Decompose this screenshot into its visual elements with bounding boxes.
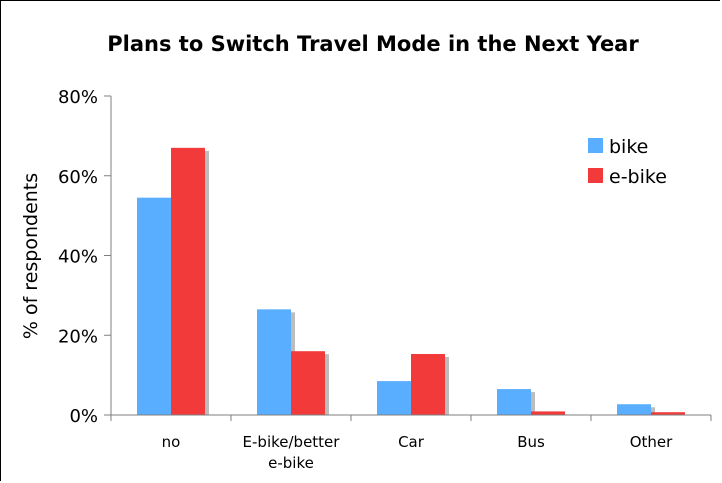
bar-e-bike-2 xyxy=(411,353,445,415)
y-tick-label: 80% xyxy=(58,87,98,108)
x-ticks: no E-bike/better e-bike Car Bus Other xyxy=(110,415,712,472)
bar-e-bike-0 xyxy=(171,147,205,415)
x-tick-label: Other xyxy=(630,433,673,451)
legend: bike e-bike xyxy=(588,136,667,188)
x-tick-label: Bus xyxy=(517,433,545,451)
bar-bike-1 xyxy=(257,309,291,415)
y-tick-label: 0% xyxy=(69,406,98,427)
bar-bike-3 xyxy=(497,389,531,415)
bar-shadows xyxy=(141,150,655,415)
bar-bike-0 xyxy=(137,197,171,415)
x-tick-label: e-bike xyxy=(268,454,314,472)
x-tick-label: no xyxy=(162,433,181,451)
chart-title: Plans to Switch Travel Mode in the Next … xyxy=(107,32,639,56)
legend-swatch-bike xyxy=(588,138,603,153)
bar-e-bike-1 xyxy=(291,351,325,415)
legend-label-bike: bike xyxy=(609,136,648,158)
x-tick-label: E-bike/better xyxy=(243,433,341,451)
bar-bike-2 xyxy=(377,381,411,415)
bar-bike-4 xyxy=(617,404,651,415)
legend-label-e-bike: e-bike xyxy=(609,166,667,188)
bar-e-bike-4 xyxy=(651,412,685,415)
bar-e-bike-3 xyxy=(531,411,565,415)
y-ticks: 0% 20% 40% 60% 80% xyxy=(58,87,111,427)
y-tick-label: 60% xyxy=(58,167,98,188)
bars xyxy=(137,147,685,415)
x-tick-label: Car xyxy=(398,433,425,451)
y-axis-label: % of respondents xyxy=(20,173,42,339)
y-tick-label: 20% xyxy=(58,326,98,347)
y-tick-label: 40% xyxy=(58,247,98,268)
legend-swatch-e-bike xyxy=(588,168,603,183)
